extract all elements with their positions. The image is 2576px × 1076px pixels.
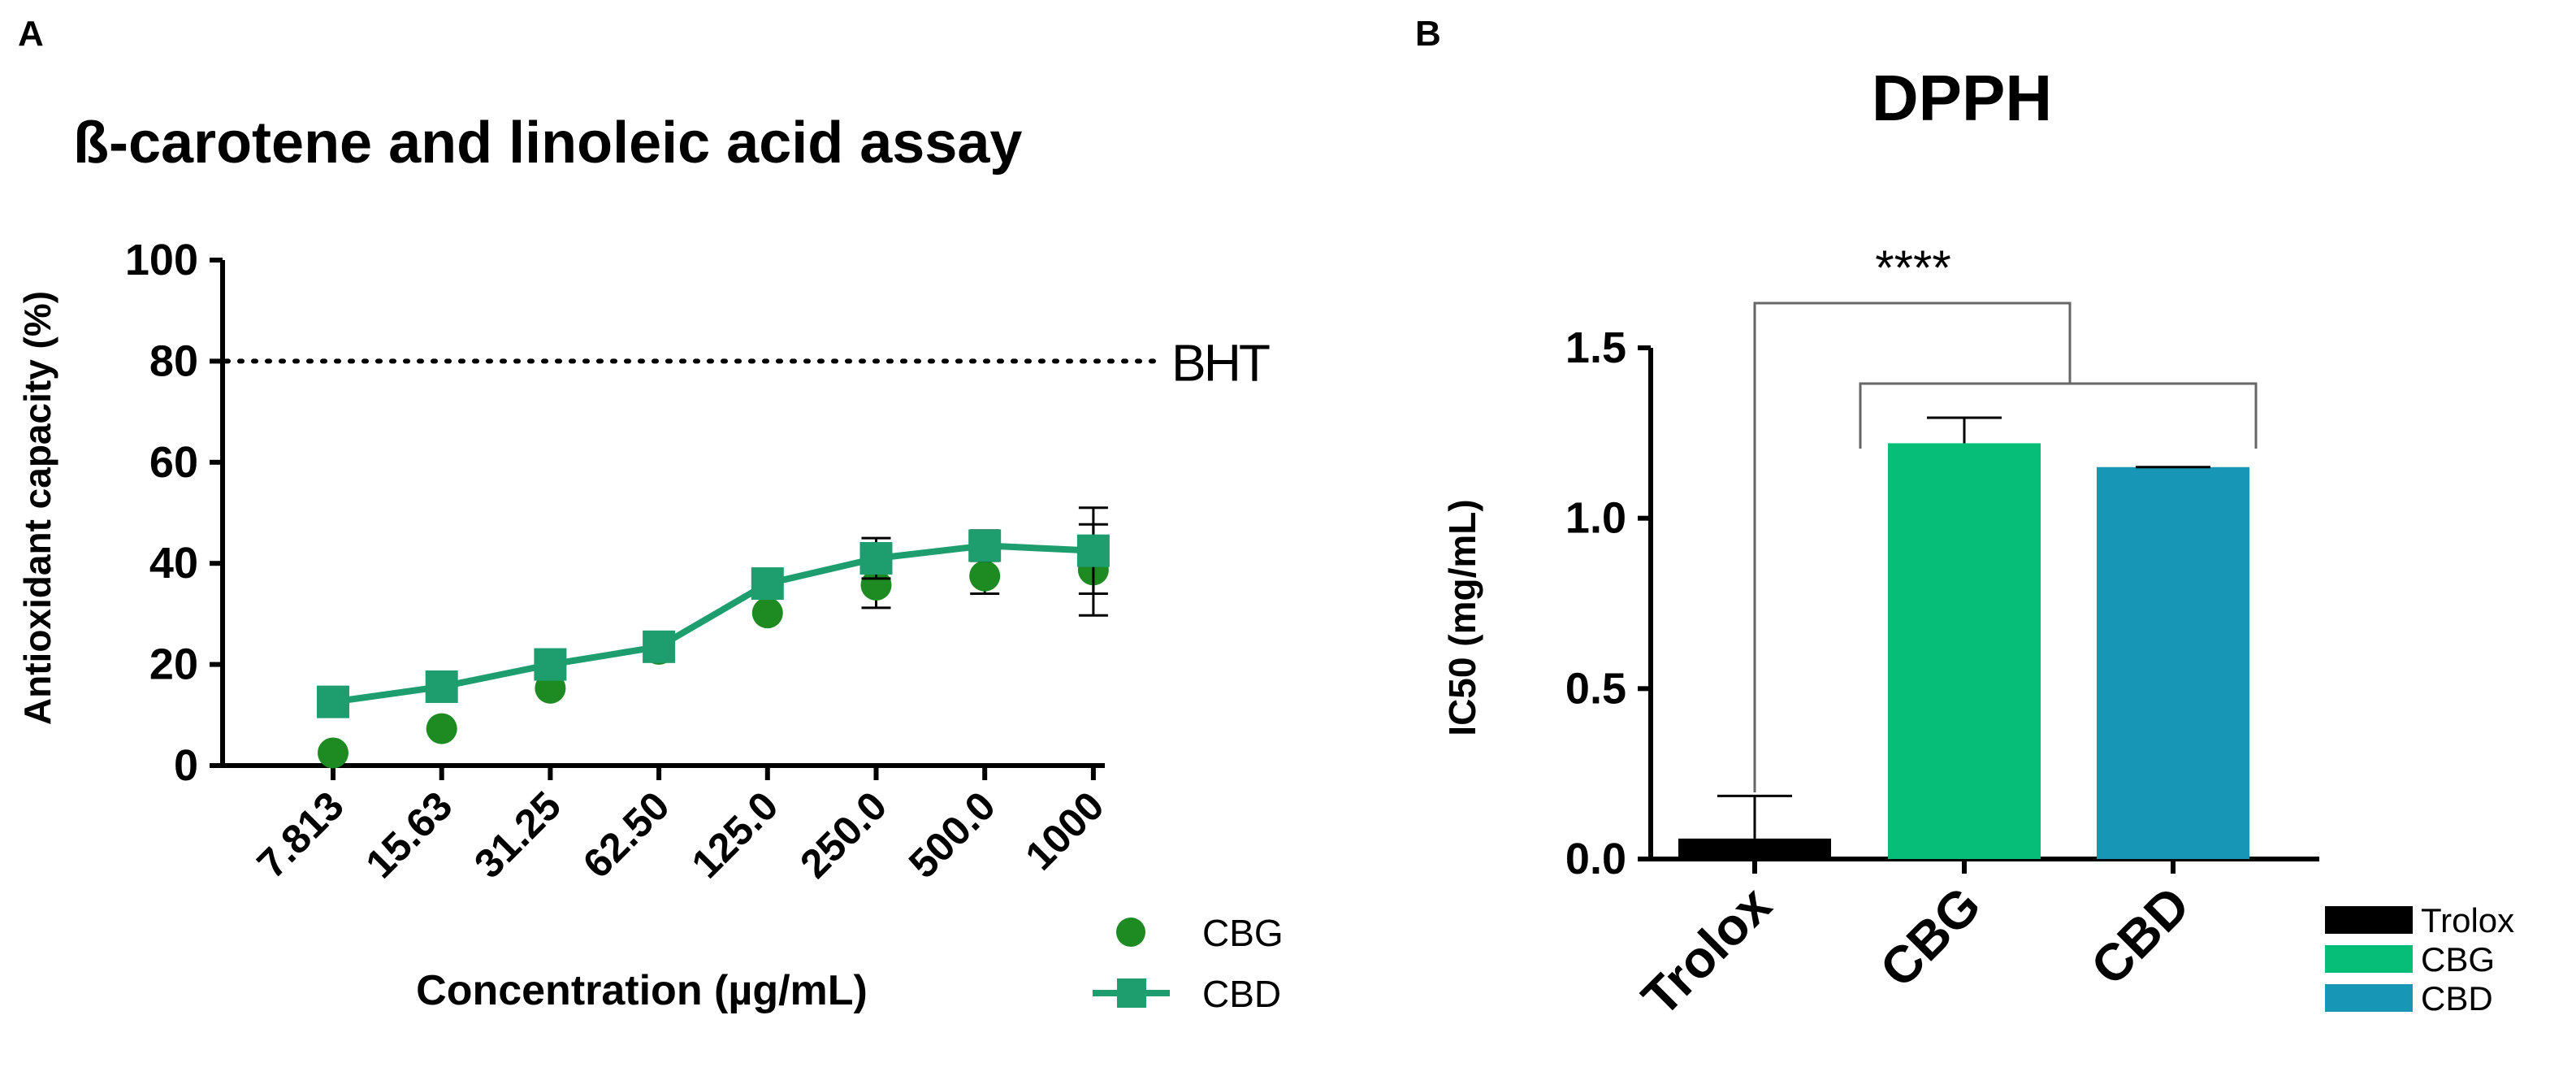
point-cbd: [643, 630, 676, 663]
legend-swatch-cbd: [2325, 984, 2413, 1012]
legend-swatch-cbg: [2325, 945, 2413, 973]
a-xtick-label: 250.0: [791, 783, 895, 887]
series-cbd: [317, 506, 1110, 718]
a-ytick-label: 20: [149, 640, 198, 689]
a-xtick-label: 500.0: [900, 783, 1004, 887]
a-ytick-label: 0: [174, 741, 198, 790]
significance-bracket-inner: [1859, 382, 2258, 449]
a-ytick-label: 40: [149, 539, 198, 588]
b-xtick-label: CBG: [1868, 875, 1991, 998]
point-cbd: [534, 648, 567, 681]
panel-a: A ß-carotene and linoleic acid assay Ant…: [16, 14, 1284, 1015]
a-xtick-label: 1000: [1016, 783, 1112, 879]
point-cbg: [426, 713, 457, 744]
point-cbd: [751, 567, 784, 601]
a-ytick-label: 100: [125, 236, 198, 284]
point-cbd: [859, 541, 893, 575]
point-cbd: [968, 529, 1002, 562]
significance-bracket: ****: [1753, 241, 2258, 792]
a-xtick-label: 31.25: [465, 783, 569, 887]
bht-label: BHT: [1171, 333, 1270, 392]
legend-label-cbg: CBG: [1202, 912, 1284, 954]
panel-a-title: ß-carotene and linoleic acid assay: [73, 111, 1022, 176]
point-cbg: [969, 560, 1001, 592]
b-xtick-label: CBD: [2080, 875, 2201, 996]
legend-marker-cbg: [1116, 918, 1145, 947]
a-xtick-label: 15.63: [357, 783, 461, 887]
panel-b-letter: B: [1415, 14, 1441, 54]
a-xtick-label: 125.0: [683, 783, 787, 887]
legend-label-trolox: Trolox: [2421, 901, 2514, 939]
a-ytick-label: 80: [149, 336, 198, 385]
legend-swatch-trolox: [2325, 906, 2413, 934]
bar-cbg: [1888, 443, 2041, 859]
line-cbd: [332, 542, 1094, 705]
point-cbg: [318, 737, 349, 769]
significance-bracket-outer: [1753, 302, 2072, 792]
point-cbd: [317, 685, 349, 718]
significance-label: ****: [1875, 241, 1950, 295]
panel-b-title: DPPH: [1872, 62, 2052, 134]
point-cbd: [425, 670, 458, 703]
a-ytick-label: 60: [149, 438, 198, 487]
panel-b: B DPPH IC50 (mg/mL) 0.00.51.01.5 Trolox C…: [1415, 14, 2514, 1027]
legend-marker-cbd: [1117, 978, 1146, 1008]
b-ytick-label: 0.0: [1565, 835, 1626, 883]
panel-a-letter: A: [18, 14, 44, 54]
legend-label-cbd: CBD: [1202, 973, 1281, 1015]
panel-b-ylabel: IC50 (mg/mL): [1441, 499, 1483, 735]
panel-a-ylabel: Antioxidant capacity (%): [16, 291, 58, 725]
b-ytick-label: 1.0: [1565, 494, 1626, 543]
legend-label-cbg: CBG: [2421, 940, 2495, 978]
b-xtick-label: Trolox: [1630, 875, 1782, 1027]
legend-label-cbd: CBD: [2421, 979, 2493, 1017]
b-ytick-label: 0.5: [1565, 664, 1626, 713]
panel-a-xlabel: Concentration (µg/mL): [416, 967, 868, 1014]
b-ytick-label: 1.5: [1565, 323, 1626, 372]
bar-cbd: [2097, 466, 2249, 859]
a-xtick-label: 62.50: [574, 783, 678, 887]
point-cbg: [751, 597, 783, 629]
bar-trolox: [1678, 838, 1831, 859]
a-xtick-label: 7.813: [249, 783, 353, 887]
point-cbd: [1076, 534, 1110, 567]
